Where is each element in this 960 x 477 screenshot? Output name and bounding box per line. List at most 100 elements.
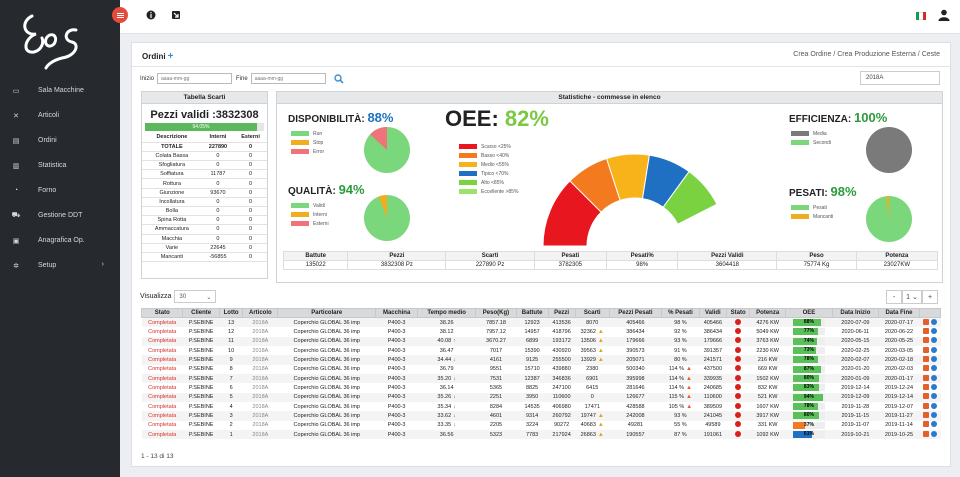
edit-icon[interactable] [923, 346, 930, 353]
cell-lotto: 8 [219, 365, 243, 374]
globe-icon[interactable] [931, 383, 938, 390]
column-header[interactable]: Stato [725, 307, 751, 319]
globe-icon[interactable] [931, 337, 938, 344]
column-header[interactable]: Cliente [182, 307, 220, 319]
globe-icon[interactable] [931, 421, 938, 428]
column-header[interactable]: Data Inizio [832, 307, 879, 319]
edit-icon[interactable] [923, 402, 930, 409]
table-row[interactable]: Completata P.SEBINE 1 2018A Coperchio GLOBAL… [141, 429, 941, 440]
table-row[interactable]: Completata P.SEBINE 9 2018A Coperchio GLOBAL… [141, 355, 941, 365]
cell-validi: 405466 [699, 318, 726, 327]
cell-stato: Completata [148, 384, 177, 391]
globe-icon[interactable] [931, 430, 938, 437]
table-row[interactable]: Completata P.SEBINE 13 2018A Coperchio GLOBA… [141, 317, 941, 328]
hamburger-icon[interactable] [112, 7, 128, 23]
column-header[interactable]: Data Fine [877, 307, 921, 319]
column-header[interactable]: Tempo medio [417, 307, 477, 319]
inizio-date-input[interactable]: aaaa-mm-gg [157, 73, 233, 84]
table-row[interactable]: Completata P.SEBINE 5 2018A Coperchio GLOBAL… [141, 392, 941, 402]
cell-potenza-text: 5049 KW [756, 328, 779, 335]
sidebar-item-gestione-ddt[interactable]: ⛟ Gestione DDT [0, 203, 120, 228]
exit-icon[interactable] [171, 10, 181, 20]
column-header[interactable]: % Pesati [660, 307, 700, 319]
info-icon[interactable] [146, 10, 156, 20]
globe-icon[interactable] [931, 346, 938, 353]
column-header[interactable]: Stato [140, 307, 184, 319]
summary-value-cell: 3782305 [533, 260, 608, 270]
statistics-title: Statistiche - commesse in elenco [277, 92, 942, 104]
row-actions [923, 355, 938, 362]
globe-icon[interactable] [931, 374, 938, 381]
globe-icon[interactable] [931, 402, 938, 409]
fine-date-input[interactable]: aaaa-mm-gg [250, 73, 326, 84]
page-size-select[interactable]: 30 ⌄ [174, 290, 217, 303]
sidebar-item-ordini[interactable]: ▤ Ordini [0, 128, 120, 153]
year-filter-input[interactable]: 2018A [860, 71, 940, 85]
sidebar-item-sala-macchine[interactable]: ▭ Sala Macchine [0, 78, 120, 103]
table-row[interactable]: Completata P.SEBINE 2 2018A Coperchio GLOBAL… [142, 421, 941, 430]
column-header[interactable]: Potenza [749, 307, 786, 319]
table-row[interactable]: Completata P.SEBINE 3 2018A Coperchio GLOBAL… [141, 411, 941, 421]
column-header[interactable]: Articolo [242, 307, 279, 319]
column-header[interactable]: Lotto [218, 307, 244, 319]
sidebar-item-statistica[interactable]: ▥ Statistica [0, 153, 120, 178]
column-header[interactable]: Validi [698, 307, 727, 319]
crea-produzione-link[interactable]: Crea Produzione Esterna [837, 51, 916, 58]
globe-icon[interactable] [931, 365, 938, 372]
edit-icon[interactable] [923, 355, 930, 362]
column-header[interactable]: Peso(Kg) [475, 307, 517, 319]
edit-icon[interactable] [923, 383, 930, 390]
sidebar-item-anagrafica-op[interactable]: ▣ Anagrafica Op. [0, 228, 120, 253]
pesati-label: PESATI: [789, 188, 828, 199]
ceste-link[interactable]: Ceste [921, 51, 940, 58]
sidebar-item-forno[interactable]: ◔ Forno [0, 178, 120, 203]
globe-icon[interactable] [931, 393, 938, 400]
table-row[interactable]: Completata P.SEBINE 10 2018A Coperchio GLOBA… [142, 346, 941, 355]
add-order-icon[interactable]: + [167, 51, 174, 62]
sidebar-item-setup[interactable]: ✲ Setup › [0, 253, 120, 278]
user-icon[interactable] [938, 9, 950, 21]
edit-icon[interactable] [923, 337, 930, 344]
table-row[interactable]: Completata P.SEBINE 4 2018A Coperchio GLOBAL… [142, 402, 941, 411]
edit-icon[interactable] [923, 365, 930, 372]
italy-flag-icon[interactable] [916, 12, 926, 20]
search-icon[interactable] [333, 73, 344, 84]
table-row[interactable]: Completata P.SEBINE 6 2018A Coperchio GLOBAL… [142, 383, 941, 392]
edit-icon[interactable] [923, 327, 930, 334]
column-header[interactable]: Pezzi [547, 307, 576, 319]
edit-icon[interactable] [923, 318, 930, 325]
column-header[interactable]: Pezzi Pesati [608, 307, 662, 319]
cell-articolo-text: 2018A [252, 347, 269, 354]
scarti-cell: 0 [234, 206, 267, 217]
table-row[interactable]: Completata P.SEBINE 7 2018A Coperchio GLOBAL… [141, 373, 941, 384]
edit-icon[interactable] [923, 393, 930, 400]
globe-icon[interactable] [931, 318, 938, 325]
page-select[interactable]: 1 ⌄ [902, 290, 922, 304]
cell-ppct: 98 % [661, 318, 699, 327]
table-row[interactable]: Completata P.SEBINE 12 2018A Coperchio GLOBA… [142, 327, 941, 336]
sidebar-item-articoli[interactable]: ✕ Articoli [0, 103, 120, 128]
column-header[interactable]: Battute [515, 307, 549, 319]
globe-icon[interactable] [931, 355, 938, 362]
oee-gauge [542, 153, 718, 247]
legend-eccellente: Eccellente >85% [481, 188, 519, 195]
globe-icon[interactable] [931, 327, 938, 334]
prev-page-button[interactable]: - [886, 290, 902, 304]
globe-icon[interactable] [931, 411, 938, 418]
edit-icon[interactable] [923, 374, 930, 381]
column-header[interactable]: Macchina [375, 307, 419, 319]
cell-stato: Completata [148, 412, 177, 419]
table-row[interactable]: Completata P.SEBINE 8 2018A Coperchio GLOBAL… [142, 365, 941, 374]
cell-stato: Completata [142, 402, 183, 411]
column-header[interactable]: Scarti [574, 307, 610, 319]
column-header[interactable]: OEE [784, 307, 834, 319]
next-page-button[interactable]: + [922, 290, 938, 304]
edit-icon[interactable] [923, 411, 930, 418]
column-header[interactable]: Particolare [277, 307, 377, 319]
edit-icon[interactable] [923, 430, 930, 437]
table-row[interactable]: Completata P.SEBINE 11 2018A Coperchio GLOBA… [141, 336, 941, 346]
crea-ordine-link[interactable]: Crea Ordine [793, 51, 832, 58]
cell-oee: 80% [785, 374, 832, 383]
edit-icon[interactable] [923, 421, 930, 428]
cell-lotto: 11 [219, 337, 243, 346]
